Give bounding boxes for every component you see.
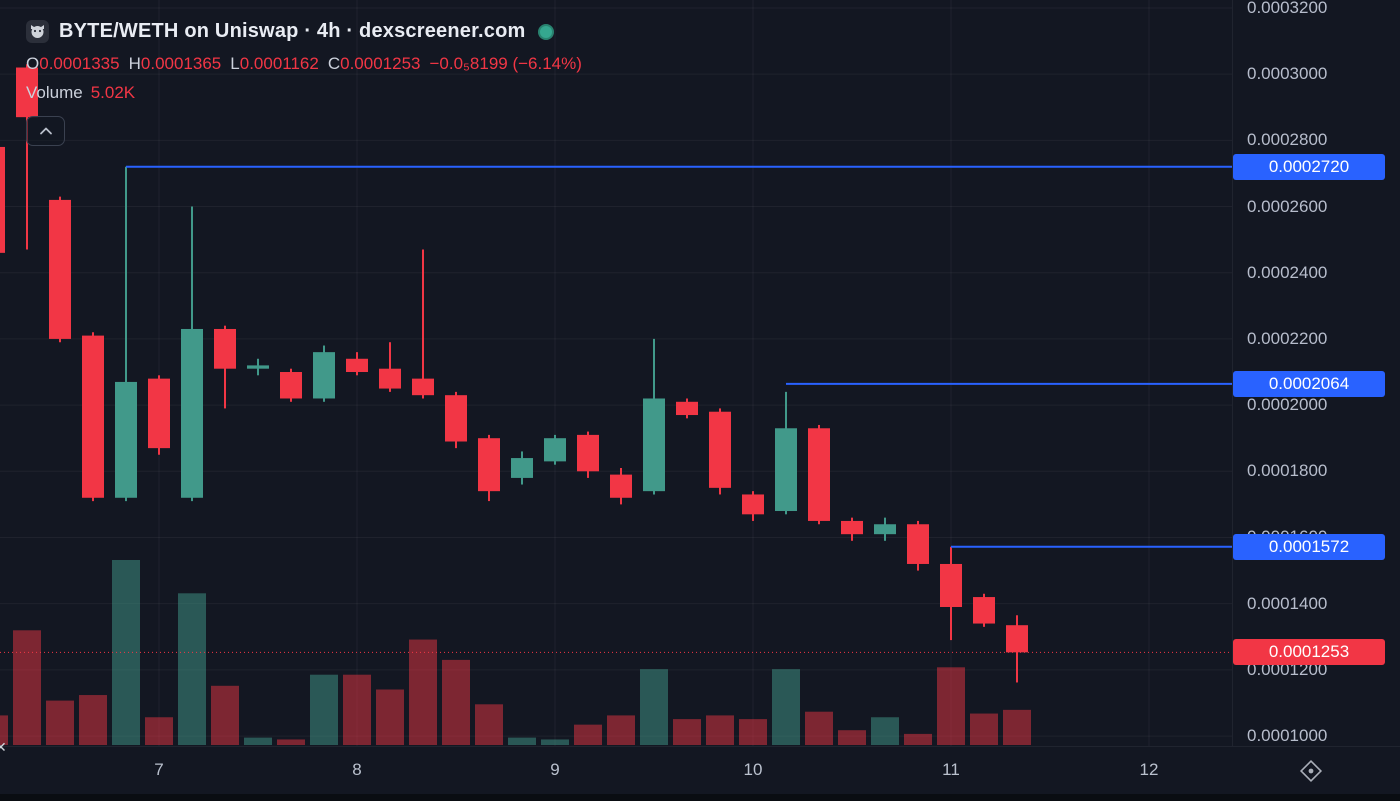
volume-value: 5.02K: [90, 83, 136, 102]
clipped-close-icon: ✕: [0, 739, 7, 755]
price-line-tag[interactable]: 0.0002064: [1233, 370, 1385, 397]
time-tick-label: 12: [1139, 760, 1159, 779]
price-tick-label: 0.0001400: [1247, 593, 1328, 613]
window-bottom-edge: [0, 794, 1400, 801]
time-tick-label: 7: [154, 760, 164, 779]
chart-title: BYTE/WETH on Uniswap · 4h · dexscreener.…: [59, 20, 526, 42]
price-tick-label: 0.0003200: [1247, 0, 1328, 17]
price-tick-label: 0.0001800: [1247, 461, 1328, 481]
ohlc-open: O0.0001335: [26, 54, 120, 73]
price-line-tag[interactable]: 0.0001572: [1233, 533, 1385, 560]
volume-label: Volume: [26, 83, 83, 102]
legend-collapse-button[interactable]: [26, 116, 65, 146]
last-price-tag: 0.0001253: [1233, 639, 1385, 666]
chevron-up-icon: [38, 126, 54, 136]
ohlc-low: L0.0001162: [230, 54, 319, 73]
volume-row: Volume 5.02K: [26, 83, 582, 103]
price-line-tag[interactable]: 0.0002720: [1233, 153, 1385, 180]
chart-legend: BYTE/WETH on Uniswap · 4h · dexscreener.…: [26, 20, 582, 146]
price-axis[interactable]: 0.0003200 0.0003000 0.0002800 0.0002600 0.00…: [1232, 0, 1400, 746]
price-chart-svg[interactable]: [0, 0, 1232, 746]
time-tick-label: 10: [743, 760, 763, 779]
price-change: −0.0₅8199 (−6.14%): [429, 54, 582, 73]
price-tick-label: 0.0002000: [1247, 395, 1328, 415]
price-tick-label: 0.0002800: [1247, 130, 1328, 150]
time-tick-label: 11: [942, 760, 960, 779]
ohlc-close: C0.0001253: [327, 54, 421, 73]
time-tick-label: 9: [550, 760, 560, 779]
dexscreener-diamond-icon[interactable]: [1296, 756, 1326, 786]
chart-canvas[interactable]: BYTE/WETH on Uniswap · 4h · dexscreener.…: [0, 0, 1232, 746]
price-tick-label: 0.0002600: [1247, 196, 1328, 216]
price-tick-label: 0.0002200: [1247, 328, 1328, 348]
legend-title-row: BYTE/WETH on Uniswap · 4h · dexscreener.…: [26, 20, 582, 43]
ohlc-high: H0.0001365: [128, 54, 222, 73]
price-tick-label: 0.0001000: [1247, 726, 1328, 746]
time-axis[interactable]: ✕ 7 8 9 10 11 12: [0, 739, 1400, 794]
ohlc-row: O0.0001335 H0.0001365 L0.0001162 C0.0001…: [26, 54, 582, 74]
token-logo-icon: [26, 20, 49, 43]
time-tick-label: 8: [352, 760, 362, 779]
live-status-dot-icon: [538, 23, 555, 40]
price-tick-label: 0.0003000: [1247, 64, 1328, 84]
price-tick-label: 0.0002400: [1247, 262, 1328, 282]
